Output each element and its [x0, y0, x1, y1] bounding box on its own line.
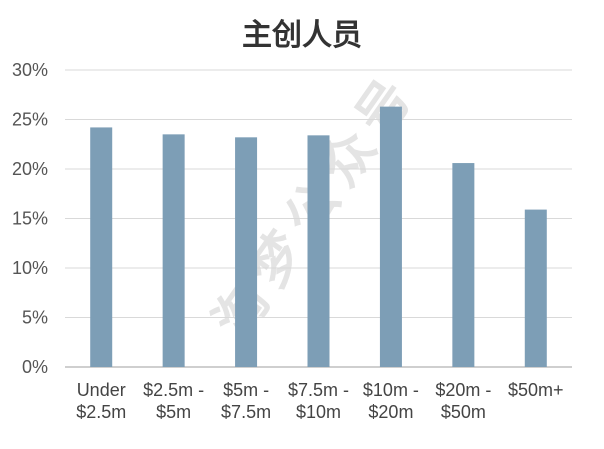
- x-tick-label: $10m -$20m: [363, 380, 419, 422]
- x-tick-label: $50m+: [508, 380, 564, 400]
- y-tick-label: 10%: [12, 258, 48, 278]
- bar: [524, 209, 547, 367]
- x-tick-label: $2.5m -$5m: [143, 380, 204, 422]
- x-tick-label: $7.5m -$10m: [288, 380, 349, 422]
- x-axis-category-labels: Under $2.5m $2.5m -$5m $5m -$7.5m $7.5m -$10…: [76, 380, 563, 422]
- bar: [379, 106, 402, 367]
- x-tick-label: $20m -$50m: [435, 380, 491, 422]
- y-tick-label: 25%: [12, 110, 48, 130]
- bars: [90, 106, 547, 367]
- bar: [162, 134, 185, 367]
- x-tick-label: Under $2.5m: [76, 380, 126, 422]
- bar: [307, 135, 330, 367]
- bar: [452, 163, 475, 367]
- bar: [90, 127, 113, 367]
- y-tick-label: 0%: [22, 357, 48, 377]
- chart-title: 主创人员: [242, 18, 362, 53]
- x-tick-label: $5m -$7.5m: [221, 380, 271, 422]
- y-tick-label: 30%: [12, 60, 48, 80]
- y-axis-tick-labels: 0% 5% 10% 15% 20% 25% 30%: [12, 60, 48, 377]
- y-tick-label: 5%: [22, 308, 48, 328]
- y-tick-label: 15%: [12, 209, 48, 229]
- y-tick-label: 20%: [12, 159, 48, 179]
- bar: [235, 137, 258, 367]
